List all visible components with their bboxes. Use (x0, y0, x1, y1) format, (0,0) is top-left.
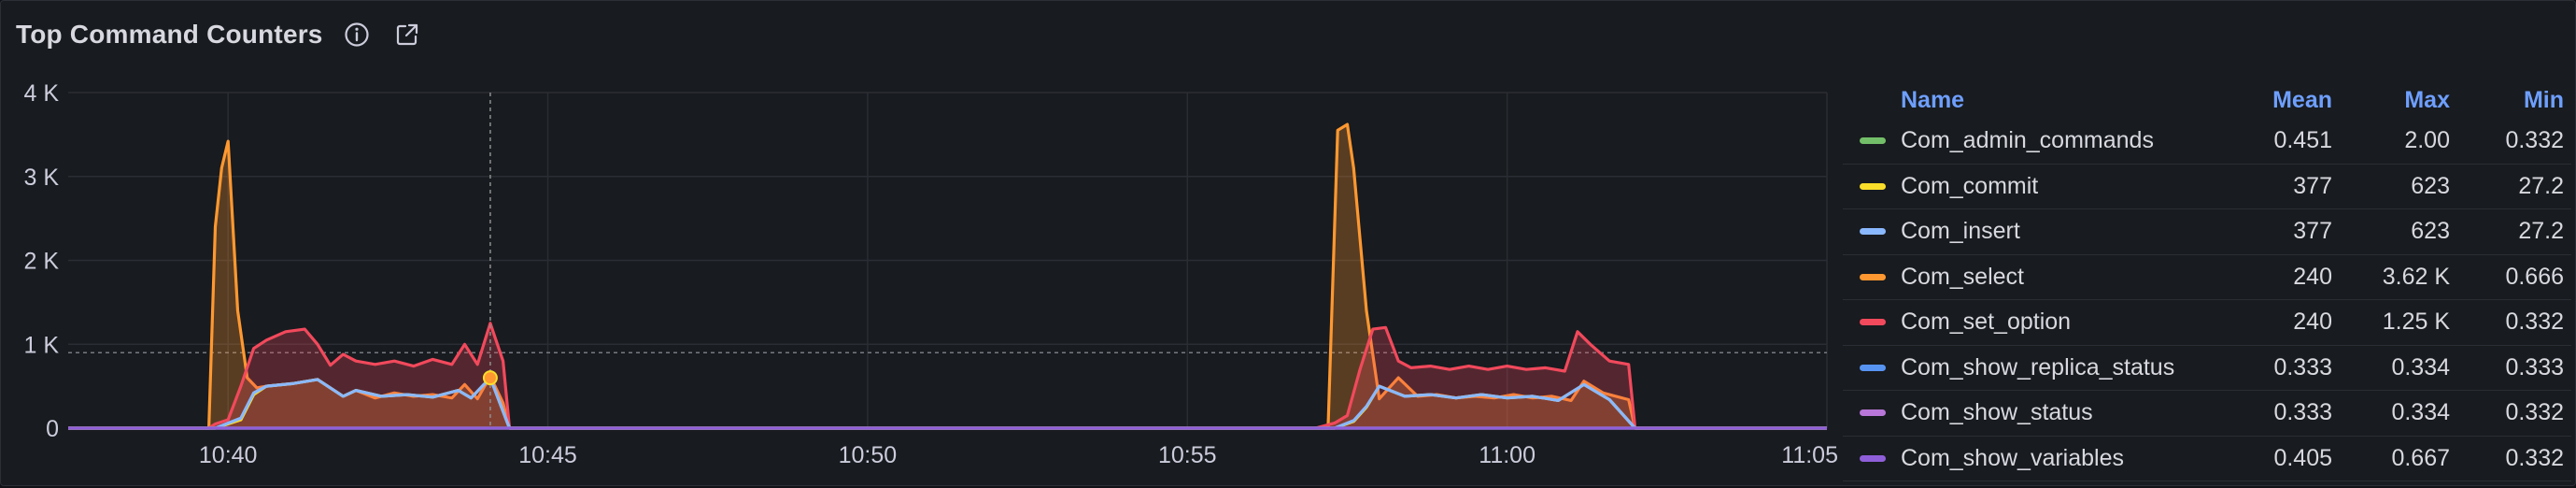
legend-col-min[interactable]: Min (2523, 86, 2564, 113)
y-tick-label: 4 K (23, 80, 59, 107)
legend-max: 623 (2411, 172, 2450, 199)
legend-min: 0.332 (2505, 309, 2564, 336)
chart-area[interactable]: 0 1 K 2 K 3 K 4 K 10:40 10:45 10:50 10:55 11:00 11… (1, 72, 1841, 483)
legend-min: 0.332 (2505, 399, 2564, 426)
y-tick-label: 3 K (23, 165, 59, 191)
x-tick-label: 11:00 (1479, 442, 1536, 468)
legend-rows: Com_admin_commands 0.451 2.00 0.332 Com_comm… (1843, 119, 2571, 481)
x-tick-label: 10:45 (518, 442, 577, 468)
legend-row[interactable]: Com_show_replica_status 0.333 0.334 0.333 (1843, 346, 2571, 391)
time-series-chart[interactable]: 0 1 K 2 K 3 K 4 K 10:40 10:45 10:50 10:55 11:00 11… (1, 72, 1841, 483)
legend-min: 0.332 (2505, 127, 2564, 154)
legend-min: 0.333 (2505, 353, 2564, 380)
legend-color-swatch (1860, 409, 1886, 417)
legend-max: 2.00 (2404, 127, 2450, 154)
legend-color-swatch (1860, 273, 1886, 280)
y-tick-label: 2 K (23, 249, 59, 275)
legend-color-swatch (1860, 364, 1886, 371)
legend-series-name: Com_set_option (1901, 309, 2072, 336)
legend-mean: 0.333 (2273, 353, 2332, 380)
legend-mean: 240 (2293, 309, 2332, 336)
x-tick-label: 10:50 (839, 442, 898, 468)
legend-row[interactable]: Com_show_variables 0.405 0.667 0.332 (1843, 437, 2571, 481)
legend-min: 0.666 (2505, 263, 2564, 290)
legend-min: 0.332 (2505, 444, 2564, 471)
legend-color-swatch (1860, 454, 1886, 462)
legend-max: 0.334 (2391, 353, 2450, 380)
legend-color-swatch (1860, 228, 1886, 236)
x-tick-label: 10:55 (1158, 442, 1217, 468)
legend-mean: 0.451 (2273, 127, 2332, 154)
legend-series-name: Com_insert (1901, 218, 2020, 245)
legend-color-swatch (1860, 319, 1886, 326)
legend-mean: 377 (2293, 172, 2332, 199)
legend-series-name: Com_admin_commands (1901, 127, 2154, 154)
x-tick-label: 10:40 (199, 442, 258, 468)
legend-max: 3.62 K (2382, 263, 2450, 290)
legend-row[interactable]: Com_select 240 3.62 K 0.666 (1843, 255, 2571, 300)
legend-row[interactable]: Com_commit 377 623 27.2 (1843, 165, 2571, 209)
legend-max: 0.667 (2391, 444, 2450, 471)
series-area-com-select (68, 124, 1827, 428)
legend-max: 1.25 K (2382, 309, 2450, 336)
series-area-com-set-option (68, 323, 1827, 428)
x-tick-label: 11:05 (1781, 442, 1838, 468)
legend-max: 0.334 (2391, 399, 2450, 426)
legend-series-name: Com_show_status (1901, 399, 2093, 426)
legend-mean: 0.333 (2273, 399, 2332, 426)
legend-min: 27.2 (2518, 218, 2564, 245)
legend-mean: 0.405 (2273, 444, 2332, 471)
legend-col-name[interactable]: Name (1901, 86, 1965, 113)
legend-max: 623 (2411, 218, 2450, 245)
y-tick-label: 0 (46, 416, 59, 442)
info-circle-icon[interactable] (340, 18, 374, 51)
legend-header-spacer (1860, 97, 1886, 104)
legend-row[interactable]: Com_show_status 0.333 0.334 0.332 (1843, 391, 2571, 437)
legend-color-swatch (1860, 182, 1886, 190)
legend-series-name: Com_show_variables (1901, 444, 2125, 471)
y-tick-label: 1 K (23, 332, 59, 358)
legend-mean: 377 (2293, 218, 2332, 245)
panel-title: Top Command Counters (16, 20, 323, 49)
panel-header: Top Command Counters (16, 14, 424, 55)
legend-series-name: Com_select (1901, 263, 2024, 290)
legend-row[interactable]: Com_insert 377 623 27.2 (1843, 209, 2571, 255)
legend-col-mean[interactable]: Mean (2272, 86, 2332, 113)
legend-mean: 240 (2293, 263, 2332, 290)
legend-row[interactable]: Com_set_option 240 1.25 K 0.332 (1843, 300, 2571, 346)
legend-table: Name Mean Max Min Com_admin_commands 0.45… (1843, 81, 2571, 481)
legend-series-name: Com_show_replica_status (1901, 353, 2175, 380)
legend-series-name: Com_commit (1901, 172, 2039, 199)
legend-row[interactable]: Com_admin_commands 0.451 2.00 0.332 (1843, 119, 2571, 165)
legend-color-swatch (1860, 137, 1886, 145)
legend-min: 27.2 (2518, 172, 2564, 199)
legend-header: Name Mean Max Min (1843, 81, 2571, 119)
external-link-icon[interactable] (390, 18, 424, 51)
legend-col-max[interactable]: Max (2404, 86, 2450, 113)
hover-point-marker[interactable] (482, 370, 498, 386)
